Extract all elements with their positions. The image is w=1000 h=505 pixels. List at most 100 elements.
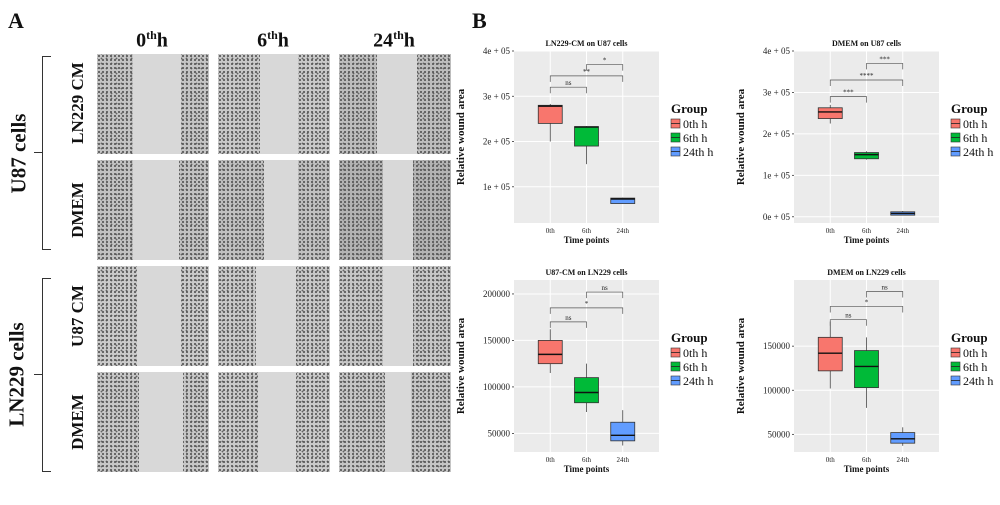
boxplot-u87cm-on-ln229: U87-CM on LN229 cells 50000 100000 150000 20…	[455, 268, 713, 474]
x-tick-label: 0th	[546, 456, 555, 464]
wound-gap	[383, 266, 413, 366]
significance-bracket	[829, 306, 904, 313]
legend-label: 24th h	[683, 374, 713, 388]
significance-bracket	[866, 291, 904, 298]
wound-gap	[377, 54, 417, 154]
wound-micrograph-r4-c2	[218, 372, 330, 472]
significance-label: ns	[565, 314, 572, 322]
group-label-ln229: LN229 cells	[4, 322, 29, 427]
legend-label: 24th h	[963, 374, 993, 388]
group-bracket-ln229	[42, 278, 51, 472]
significance-label: ***	[843, 89, 854, 97]
y-tick-label: 3e + 05	[483, 91, 511, 101]
significance-label: *	[865, 298, 869, 306]
legend-label: 0th h	[683, 117, 707, 131]
legend-label: 0th h	[963, 117, 987, 131]
x-tick-label: 6th	[582, 456, 591, 464]
boxplot-ln229cm-on-u87: LN229-CM on U87 cells 1e + 05 2e + 05 3e + …	[455, 39, 713, 245]
x-axis-label: Time points	[564, 464, 610, 474]
significance-bracket	[549, 75, 624, 82]
box-6th	[854, 350, 879, 389]
legend-title: Group	[671, 101, 708, 116]
significance-label: ns	[565, 79, 572, 87]
y-tick-label: 0e + 05	[763, 212, 791, 222]
chart-title: DMEM on LN229 cells	[827, 268, 905, 277]
chart-title: U87-CM on LN229 cells	[546, 268, 628, 277]
legend-label: 24th h	[963, 145, 993, 159]
wound-gap	[385, 372, 411, 472]
legend-label: 0th h	[683, 346, 707, 360]
significance-bracket	[586, 64, 624, 71]
significance-label: *	[603, 57, 607, 65]
x-axis-label: Time points	[564, 235, 610, 245]
significance-bracket	[866, 63, 904, 70]
group-bracket-ln229-tick	[34, 374, 42, 375]
wound-micrograph-r2-c2	[218, 160, 330, 260]
legend-label: 6th h	[683, 131, 707, 145]
y-tick-label: 2e + 05	[763, 129, 791, 139]
significance-bracket	[829, 319, 867, 326]
wound-micrograph-r3-c2	[218, 266, 330, 366]
column-header-24h: 24thh	[373, 28, 415, 52]
y-tick-label: 4e + 05	[763, 46, 791, 56]
box-0th	[537, 340, 563, 365]
column-header-6h: 6thh	[257, 28, 289, 52]
wound-gap	[137, 266, 181, 366]
wound-gap	[133, 54, 181, 154]
y-tick-label: 200000	[483, 289, 511, 299]
significance-bracket	[829, 79, 904, 87]
significance-label: ns	[882, 283, 889, 291]
significance-label: ****	[860, 72, 875, 80]
row-label-ln229-cm: LN229 CM	[68, 62, 87, 144]
column-header-0h: 0thh	[136, 28, 168, 52]
legend-label: 24th h	[683, 145, 713, 159]
boxplot-dmem-on-ln229: DMEM on LN229 cells 50000 100000 150000 Rela…	[735, 268, 993, 474]
row-label-dmem-ln229: DMEM	[68, 394, 87, 450]
wound-gap	[260, 54, 298, 154]
box-0th	[817, 107, 843, 119]
legend-label: 6th h	[683, 360, 707, 374]
panel-b-letter: B	[472, 8, 487, 33]
group-bracket-u87-tick	[34, 152, 42, 153]
wound-micrograph-r3-c1	[97, 266, 209, 366]
x-tick-label: 0th	[826, 456, 835, 464]
boxplot-dmem-on-u87: DMEM on U87 cells 0e + 05 1e + 05 2e + 05 3e…	[735, 39, 993, 245]
y-tick-label: 50000	[488, 428, 511, 438]
legend-label: 0th h	[963, 346, 987, 360]
wound-micrograph-r2-c3	[339, 160, 451, 260]
legend-label: 6th h	[963, 131, 987, 145]
wound-gap	[264, 160, 298, 260]
wound-gap	[139, 372, 183, 472]
x-tick-label: 0th	[546, 227, 555, 235]
chart-title: LN229-CM on U87 cells	[546, 39, 628, 48]
significance-label: *	[585, 300, 589, 308]
x-tick-label: 0th	[826, 227, 835, 235]
x-tick-label: 6th	[582, 227, 591, 235]
box-6th	[574, 126, 599, 147]
box-24th	[610, 197, 636, 204]
significance-bracket	[549, 321, 587, 328]
wound-micrograph-r1-c2	[218, 54, 330, 154]
significance-label: **	[583, 68, 591, 76]
x-axis-label: Time points	[844, 235, 890, 245]
x-tick-label: 24th	[897, 227, 910, 235]
y-tick-label: 1e + 05	[483, 182, 511, 192]
x-tick-label: 6th	[862, 227, 871, 235]
y-tick-label: 3e + 05	[763, 87, 791, 97]
y-tick-label: 150000	[483, 335, 511, 345]
box-0th	[537, 104, 563, 124]
significance-label: ns	[602, 284, 609, 292]
row-label-dmem-u87: DMEM	[68, 182, 87, 238]
box-6th	[574, 377, 599, 404]
y-tick-label: 4e + 05	[483, 46, 511, 56]
x-tick-label: 24th	[617, 456, 630, 464]
wound-micrograph-r3-c3	[339, 266, 451, 366]
x-tick-label: 6th	[862, 456, 871, 464]
significance-bracket	[549, 307, 624, 314]
x-tick-label: 24th	[897, 456, 910, 464]
y-tick-label: 2e + 05	[483, 137, 511, 147]
y-tick-label: 100000	[763, 385, 791, 395]
y-tick-label: 50000	[768, 429, 791, 439]
significance-label: ***	[879, 55, 890, 63]
box-0th	[817, 336, 843, 372]
